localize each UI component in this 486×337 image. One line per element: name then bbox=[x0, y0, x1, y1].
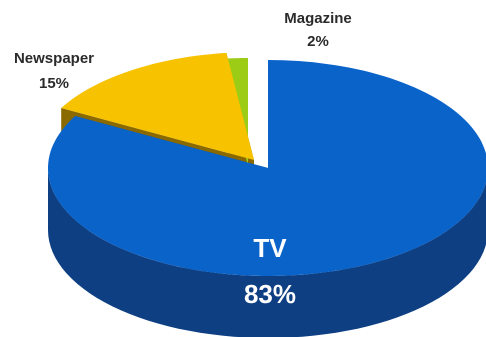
slice-label-newspaper-name: Newspaper bbox=[14, 50, 94, 67]
pie-labels: Magazine 2% Newspaper 15% TV 83% bbox=[14, 10, 352, 309]
pie-tops bbox=[48, 52, 486, 276]
slice-tv bbox=[48, 60, 486, 276]
slice-label-newspaper-value: 15% bbox=[39, 75, 69, 92]
slice-label-tv-name: TV bbox=[253, 233, 287, 263]
slice-label-tv-value: 83% bbox=[244, 279, 296, 309]
slice-label-magazine-name: Magazine bbox=[284, 10, 352, 27]
slice-label-magazine-value: 2% bbox=[307, 33, 329, 50]
slice-newspaper bbox=[61, 52, 255, 160]
